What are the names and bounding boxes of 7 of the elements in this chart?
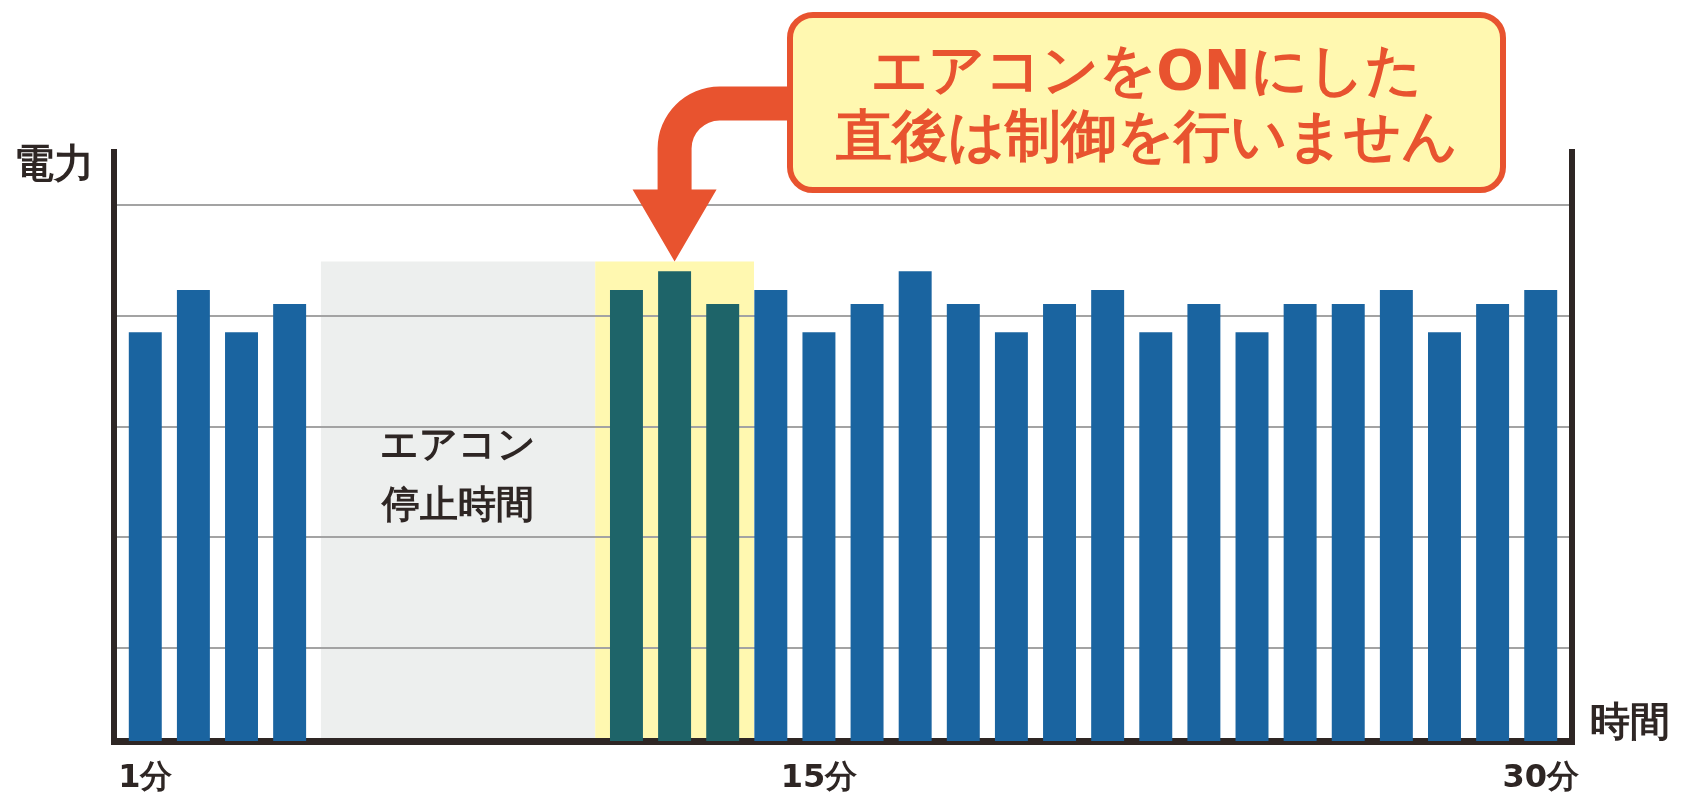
x-tick-label: 15分: [780, 756, 858, 795]
y-axis-title: 電力: [14, 140, 94, 187]
x-tick-label: 1分: [118, 756, 173, 795]
band-label: エアコンをONにした直後は制御を行いません: [835, 36, 1458, 169]
x-axis-title: 時間: [1590, 698, 1670, 745]
band-label: エアコン停止時間: [380, 422, 537, 527]
x-tick-label: 30分: [1502, 756, 1579, 795]
